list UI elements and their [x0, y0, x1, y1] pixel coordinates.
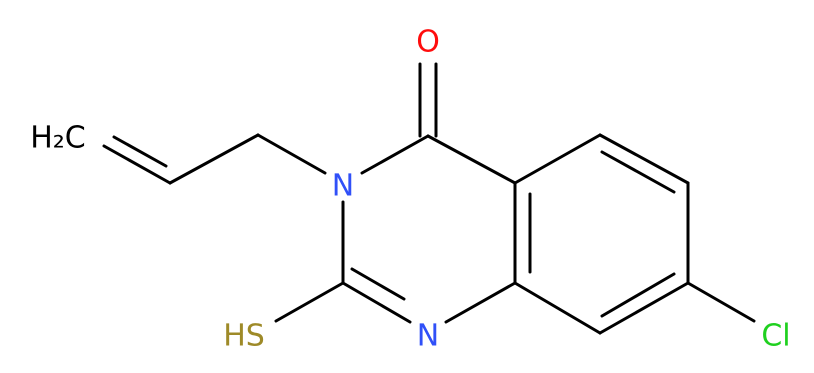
atom-label: Cl [761, 319, 790, 354]
atom-label: HS [223, 319, 265, 354]
bonds [102, 62, 756, 335]
atom-label: N [332, 169, 354, 204]
atom-label: O [416, 25, 440, 60]
atom-label: H₂C [30, 121, 86, 156]
atom-label: N [417, 319, 439, 354]
